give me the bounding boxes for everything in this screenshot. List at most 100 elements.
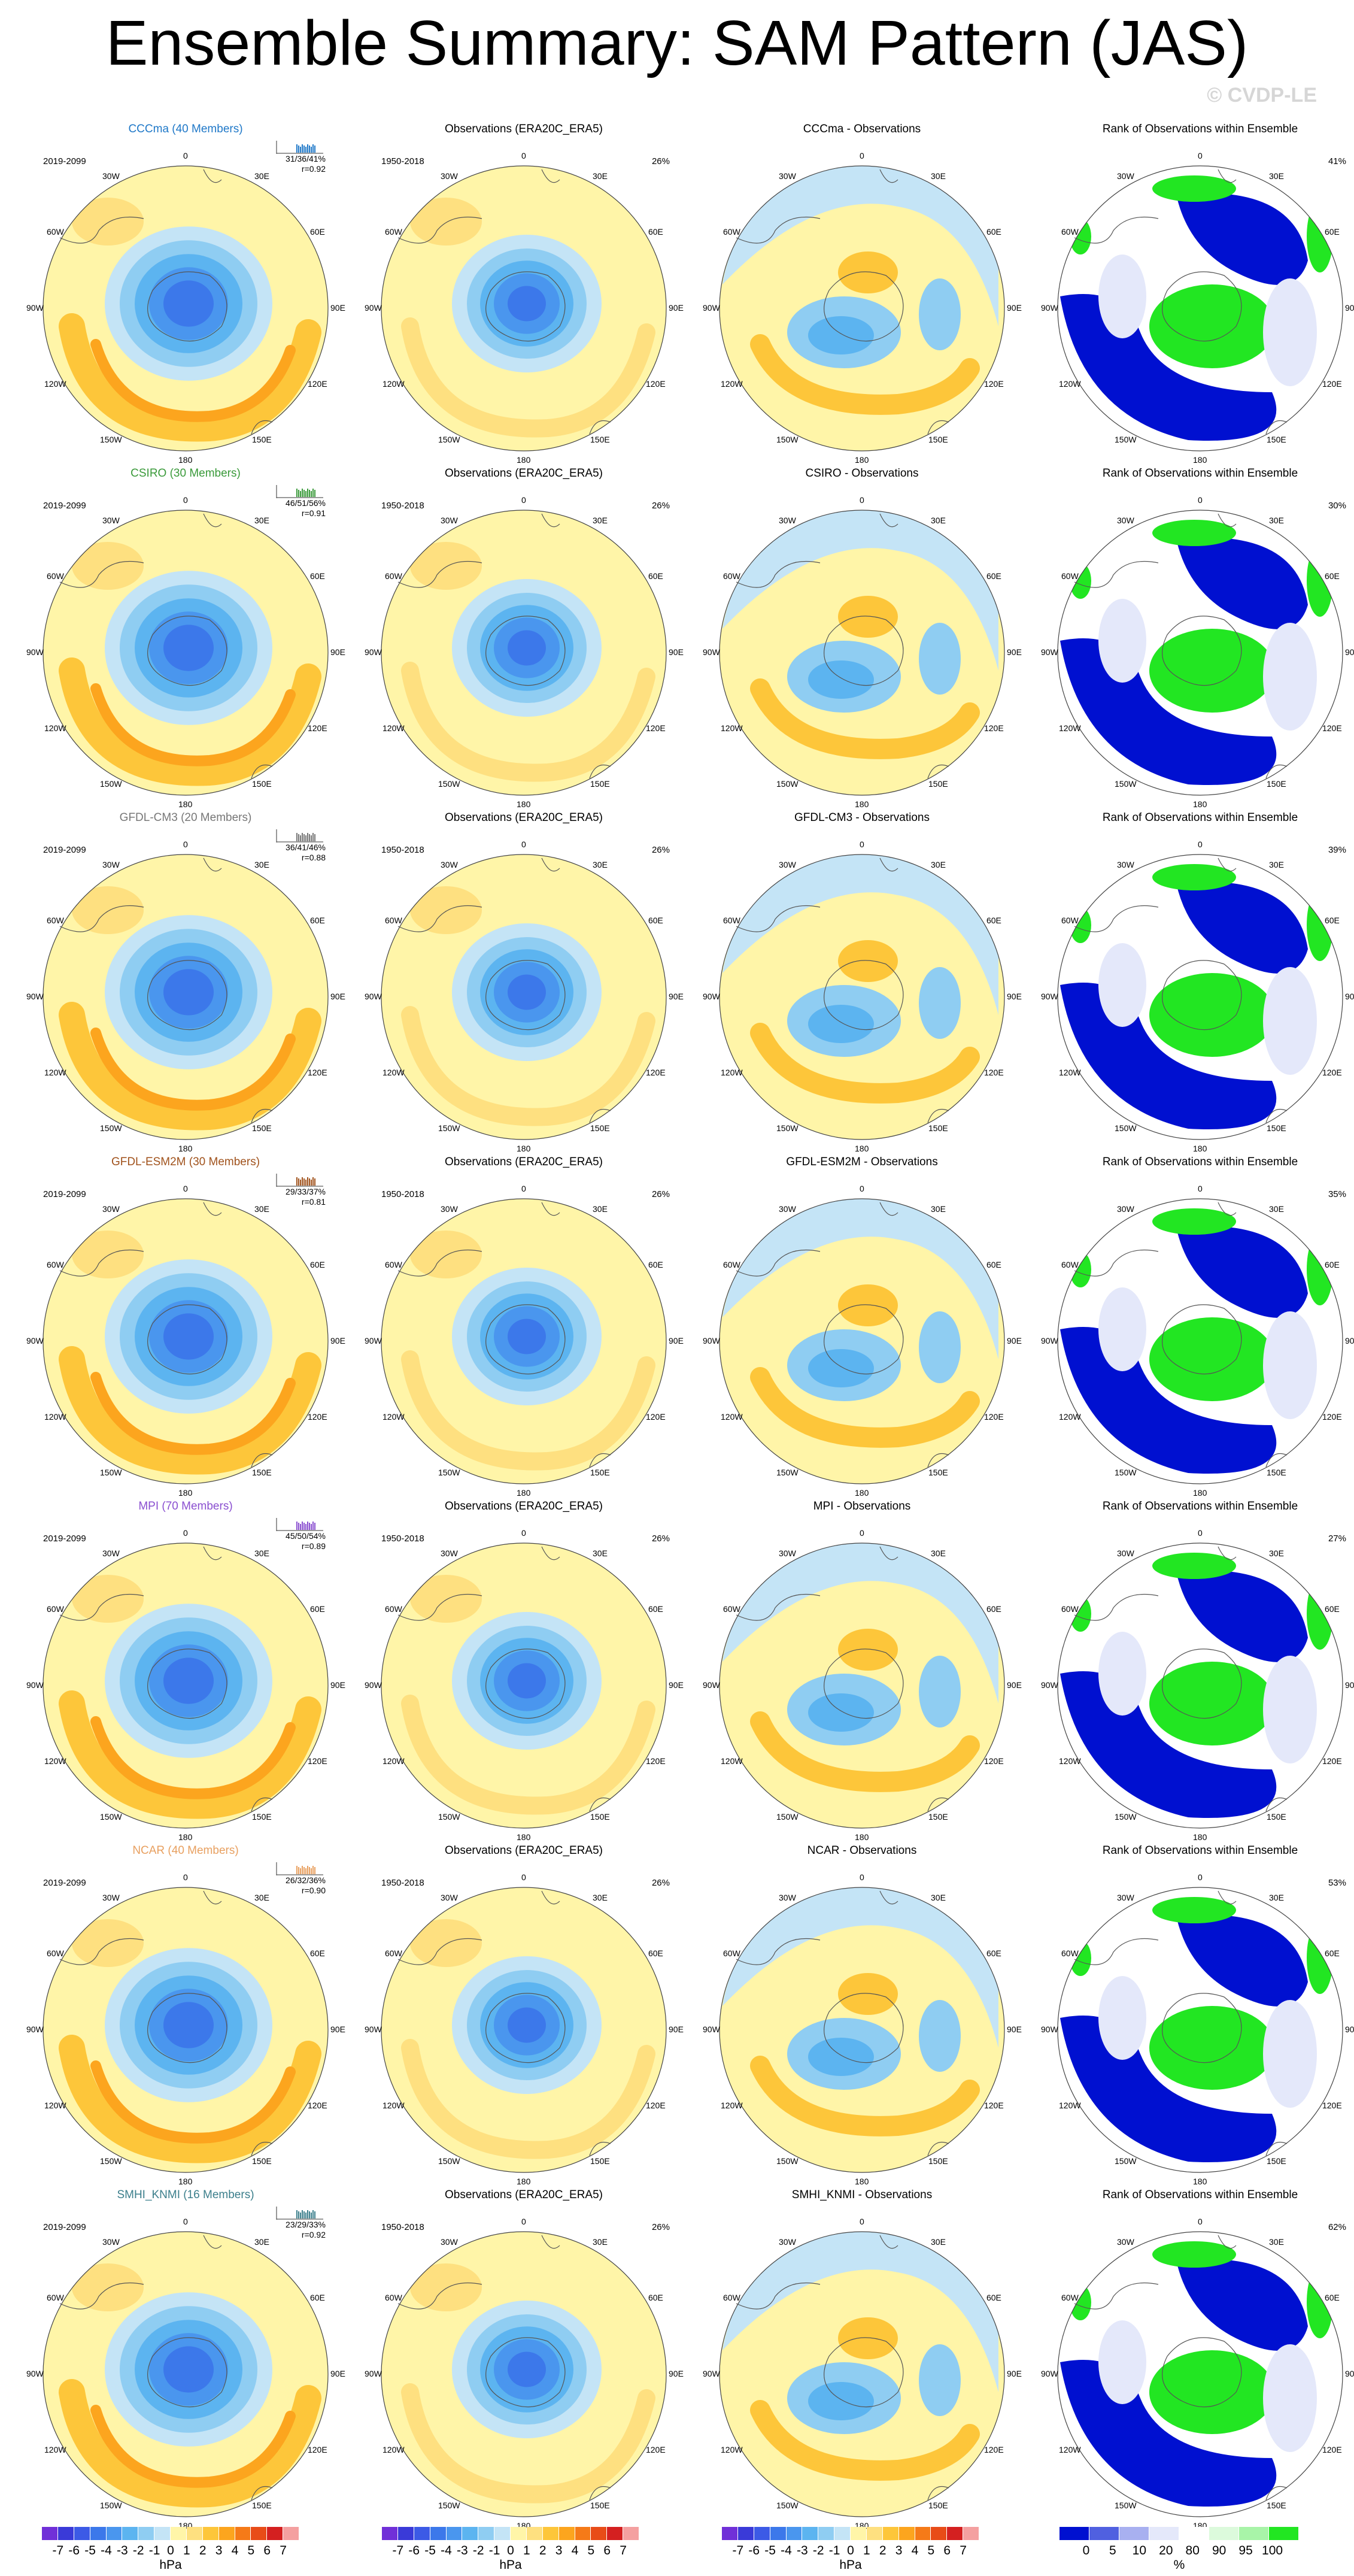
lon-label: 60E <box>648 916 663 925</box>
colorbar-tick: -6 <box>68 2544 80 2557</box>
lon-label: 90W <box>26 303 44 313</box>
lon-label: 30W <box>441 2237 458 2247</box>
stats-block: 23/29/33% r=0.92 <box>266 2220 326 2240</box>
lon-label: 120W <box>382 1412 405 1422</box>
rank-colorbar: 0 5 10 20 80 90 95 100% <box>1059 2527 1299 2574</box>
lon-label: 0 <box>183 2217 188 2226</box>
colorbar-unit: hPa <box>839 2558 862 2572</box>
lon-label: 30E <box>593 171 608 181</box>
lon-label: 60W <box>723 916 740 925</box>
lon-label: 30E <box>593 2237 608 2247</box>
ensemble-spread-icon <box>275 1518 326 1531</box>
lon-label: 120W <box>721 1068 743 1077</box>
rank-panel: Rank of Observations within Ensemble 62% 0… <box>1033 2189 1354 2530</box>
colorbar-swatch <box>931 2527 947 2540</box>
lon-label: 0 <box>860 840 864 849</box>
colorbar-tick: -6 <box>408 2544 420 2557</box>
stats-block: 46/51/56% r=0.91 <box>266 498 326 519</box>
lon-label: 60E <box>986 1260 1001 1269</box>
lon-label: 30E <box>1269 2237 1284 2247</box>
colorbar-unit: hPa <box>159 2558 182 2572</box>
percent-label: 53% <box>1328 1878 1346 1888</box>
lon-label: 150E <box>590 2500 610 2510</box>
lon-label: 30W <box>1117 1548 1134 1559</box>
colorbar-swatch <box>834 2527 850 2540</box>
colorbar-tick: 3 <box>895 2544 903 2557</box>
stats-percentiles: 23/29/33% <box>286 2220 326 2229</box>
lon-label: 30W <box>441 860 458 870</box>
lon-label: 90E <box>330 1680 345 1690</box>
lon-label: 180 <box>1193 1832 1207 1842</box>
lon-label: 150E <box>252 1123 272 1133</box>
colorbar-swatch <box>786 2527 802 2540</box>
percent-label: 26% <box>651 501 670 511</box>
rank-panel: Rank of Observations within Ensemble 27% 0… <box>1033 1500 1354 1842</box>
polar-map <box>42 1198 329 1484</box>
rank-panel: Rank of Observations within Ensemble 39% 0… <box>1033 811 1354 1153</box>
stats-block: 45/50/54% r=0.89 <box>266 1531 326 1551</box>
lon-label: 0 <box>521 2217 526 2226</box>
lon-label: 150E <box>590 1467 610 1477</box>
colorbar-swatch <box>218 2527 235 2540</box>
polar-map <box>42 854 329 1140</box>
period-label: 1950-2018 <box>381 1878 424 1888</box>
lon-label: 60E <box>1324 2293 1340 2302</box>
colorbar-swatch <box>186 2527 202 2540</box>
colorbar-tick: 3 <box>555 2544 563 2557</box>
lon-label: 0 <box>521 1872 526 1882</box>
colorbar-swatch <box>202 2527 218 2540</box>
polar-map <box>381 1542 667 1829</box>
lon-label: 0 <box>860 1528 864 1538</box>
lon-label: 150W <box>776 1467 799 1477</box>
lon-label: 30E <box>254 171 269 181</box>
lon-label: 180 <box>1193 1488 1207 1498</box>
obs-panel: Observations (ERA20C_ERA5) 1950-2018 26% 0 3… <box>356 467 691 809</box>
colorbar-tick: 20 <box>1159 2544 1173 2557</box>
lon-label: 180 <box>178 1832 193 1842</box>
lon-label: 180 <box>1193 2177 1207 2186</box>
lon-label: 30E <box>1269 516 1284 526</box>
lon-label: 150E <box>252 434 272 444</box>
colorbar-tick: 0 <box>1082 2544 1090 2557</box>
colorbar-swatch <box>1119 2527 1149 2540</box>
lon-label: 0 <box>183 840 188 849</box>
lon-label: 30W <box>102 860 120 870</box>
colorbar-swatch <box>526 2527 542 2540</box>
lon-label: 0 <box>183 1184 188 1193</box>
lon-label: 90E <box>1345 2369 1354 2378</box>
colorbar-tick: 95 <box>1238 2544 1253 2557</box>
lon-label: 0 <box>1198 1184 1203 1193</box>
lon-label: 150W <box>100 2500 122 2510</box>
rank-panel: Rank of Observations within Ensemble 53% 0… <box>1033 1844 1354 2186</box>
lon-label: 0 <box>183 495 188 505</box>
lon-label: 30W <box>441 1893 458 1903</box>
lon-label: 150W <box>1115 2500 1137 2510</box>
lon-label: 0 <box>1198 840 1203 849</box>
lon-label: 90E <box>330 2369 345 2378</box>
colorbar-swatch <box>575 2527 591 2540</box>
obs-panel: Observations (ERA20C_ERA5) 1950-2018 26% 0 3… <box>356 1156 691 1498</box>
stats-block: 36/41/46% r=0.88 <box>266 842 326 863</box>
polar-map <box>719 165 1005 451</box>
period-label: 2019-2099 <box>43 2222 86 2232</box>
lon-label: 30E <box>254 1893 269 1903</box>
colorbar-tick: 7 <box>620 2544 627 2557</box>
colorbar-unit: % <box>1173 2558 1185 2572</box>
lon-label: 90E <box>330 2025 345 2034</box>
lon-label: 90W <box>703 1336 720 1345</box>
model-panel: CCCma (40 Members) 2019-2099 31/36/41% r=0.… <box>18 123 353 465</box>
lon-label: 60E <box>986 916 1001 925</box>
lon-label: 60W <box>723 1260 740 1269</box>
lon-label: 60W <box>723 1948 740 1958</box>
diff-panel: CCCma - Observations 0 30E 60E 90E 120E 150E 18… <box>694 123 1030 465</box>
lon-label: 0 <box>860 495 864 505</box>
lon-label: 150W <box>1115 778 1137 789</box>
panel-title: CSIRO (30 Members) <box>130 467 241 480</box>
lon-label: 120E <box>645 1068 666 1077</box>
colorbar-swatch <box>754 2527 770 2540</box>
lon-label: 60W <box>385 916 402 925</box>
period-label: 1950-2018 <box>381 501 424 511</box>
polar-map <box>1057 1198 1343 1484</box>
lon-label: 60W <box>385 1948 402 1958</box>
colorbar-swatch <box>770 2527 786 2540</box>
